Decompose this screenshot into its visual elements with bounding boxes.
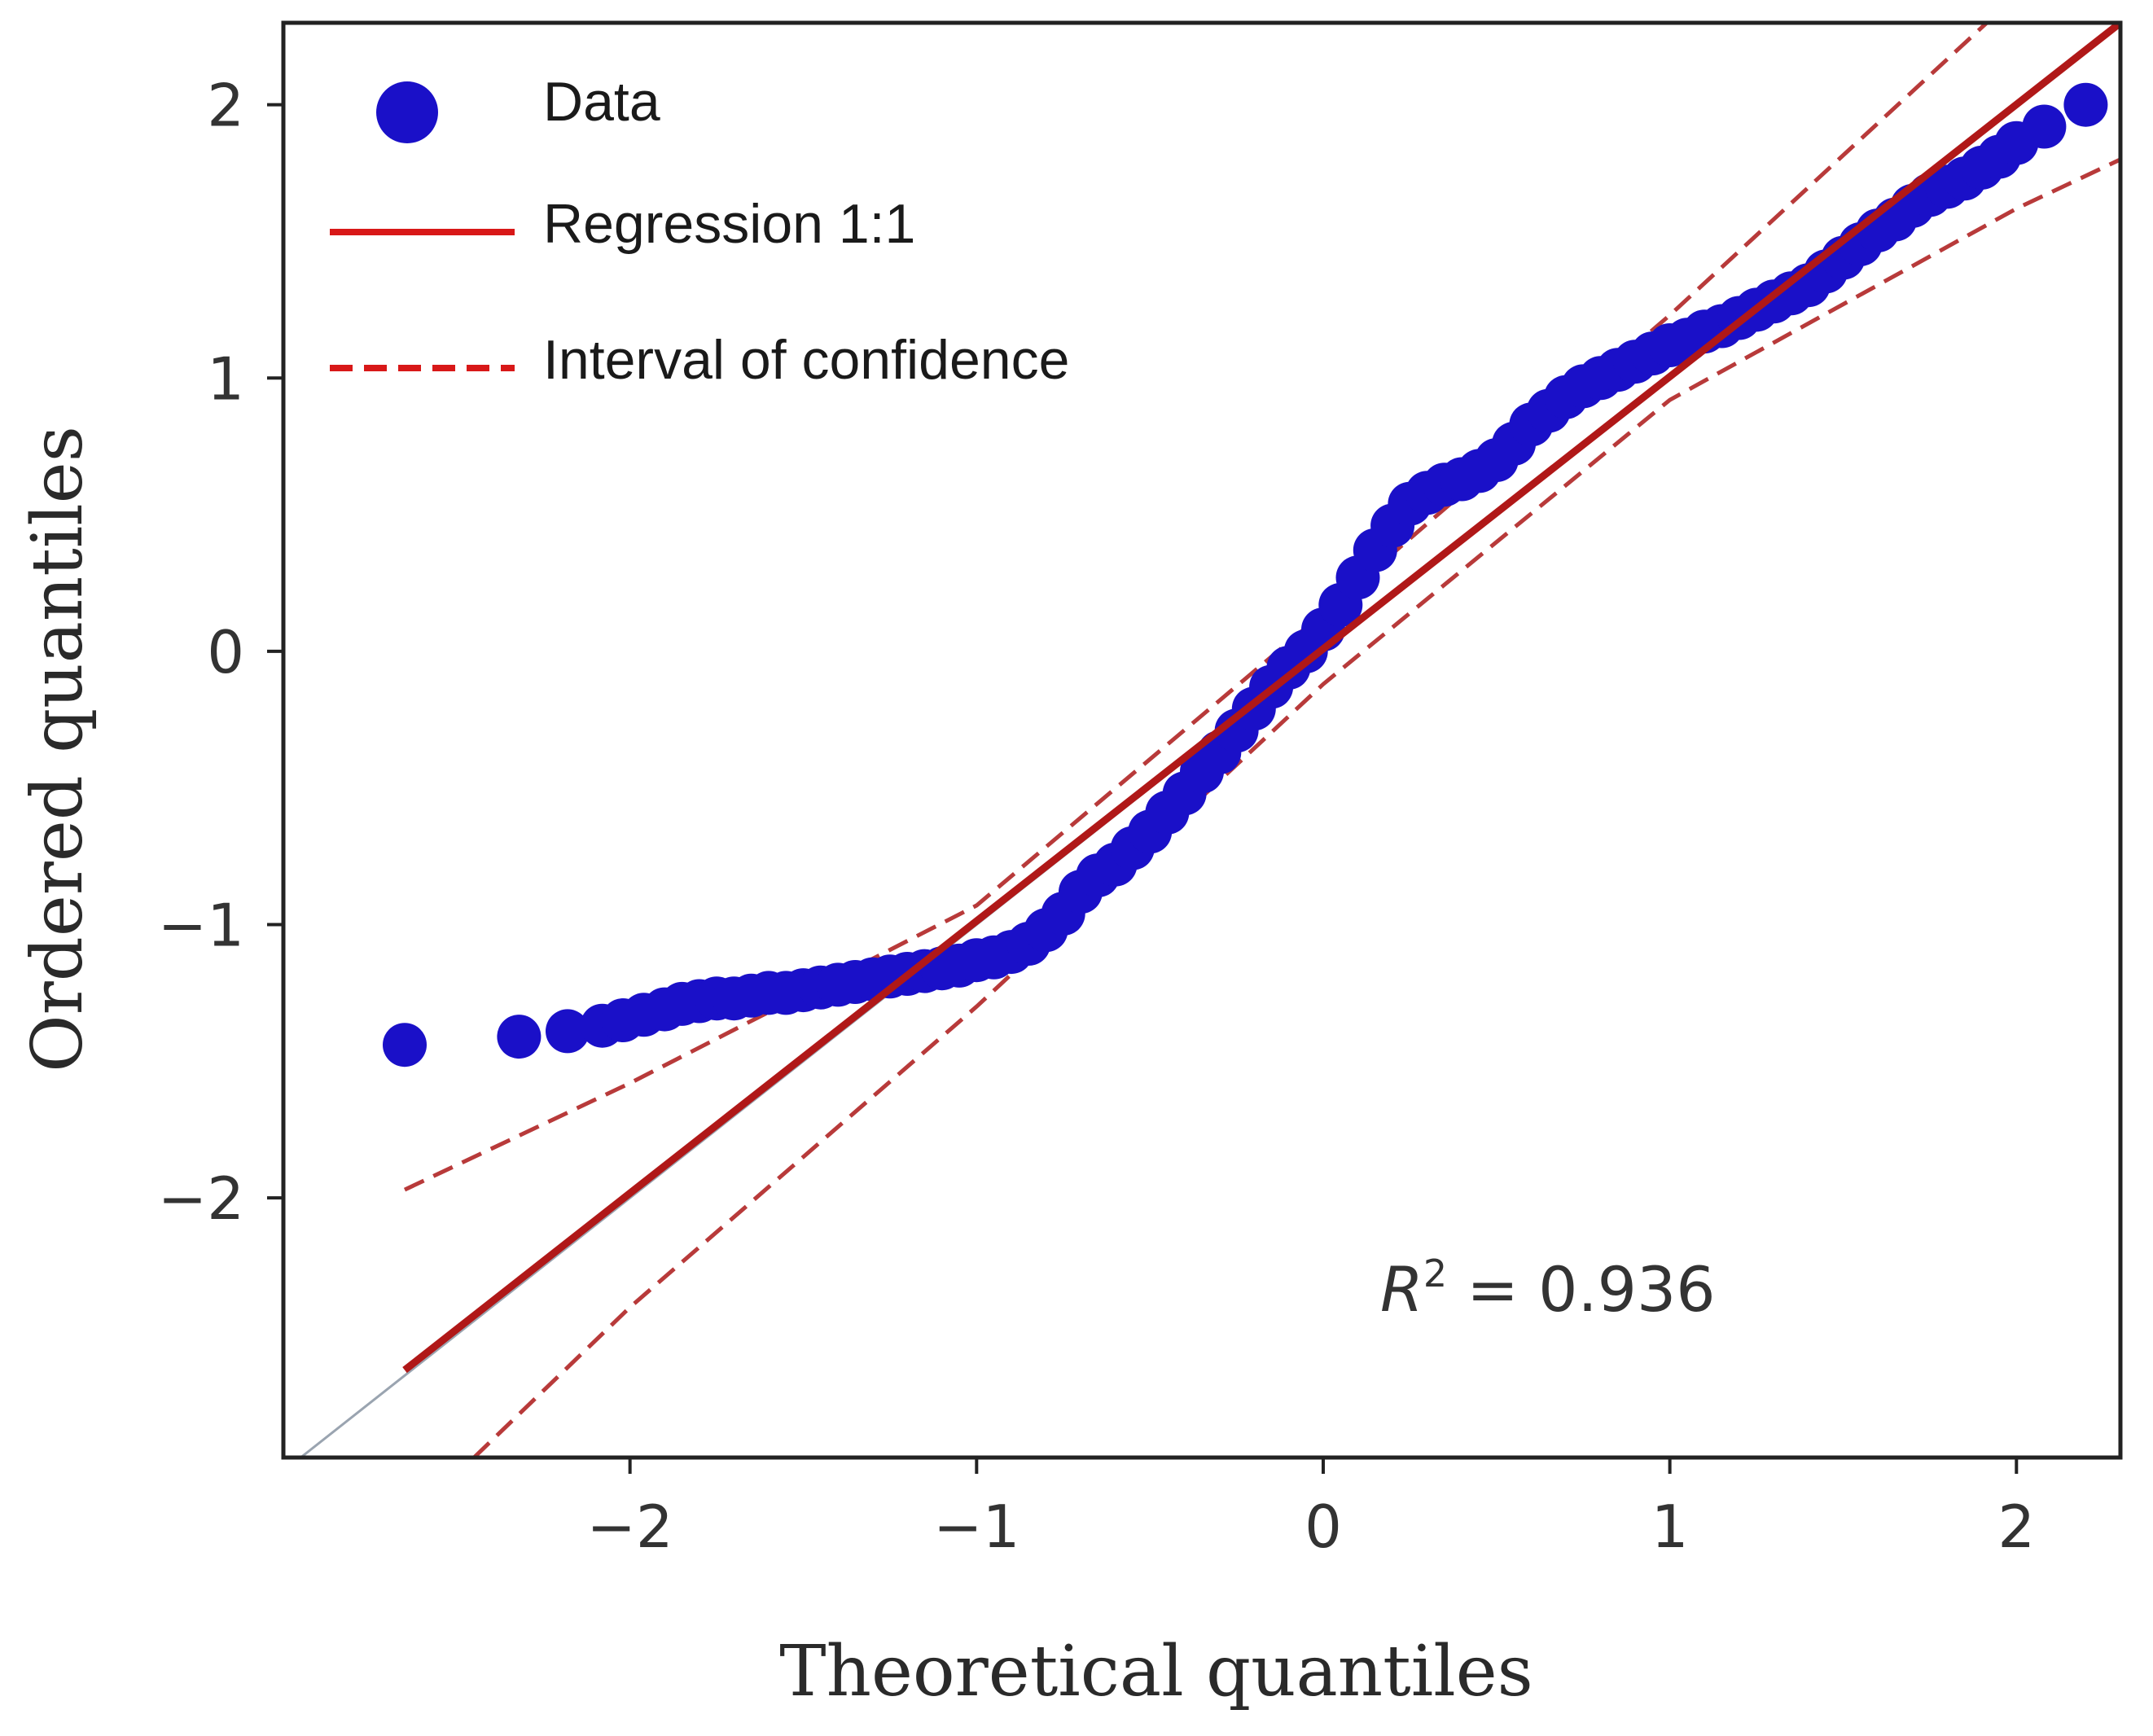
data-point — [497, 1015, 542, 1059]
data-point — [383, 1023, 427, 1067]
x-tick-label: −2 — [587, 1493, 673, 1561]
tick-marks — [267, 103, 2019, 1474]
legend-label-regression: Regression 1:1 — [543, 193, 915, 255]
y-tick-label: 1 — [207, 344, 244, 413]
y-tick-label: −1 — [158, 892, 244, 960]
legend-label-data: Data — [543, 71, 660, 133]
confidence-lower-line — [472, 157, 2120, 1458]
y-axis-title: Ordered quantiles — [17, 426, 99, 1072]
legend-data-marker — [376, 81, 438, 143]
plot-area — [298, 23, 2120, 1458]
data-point — [546, 1009, 590, 1054]
x-tick-label: 1 — [1651, 1493, 1689, 1561]
data-point — [2022, 104, 2067, 149]
data-point — [2063, 82, 2108, 127]
y-tick-label: 0 — [207, 618, 244, 686]
x-tick-label: −1 — [933, 1493, 1019, 1561]
r-squared-value: = 0.936 — [1447, 1253, 1716, 1326]
plot-frame — [281, 20, 2123, 1460]
x-tick-label: 0 — [1305, 1493, 1342, 1561]
tick-labels: −2 −1 0 1 2 −2 −1 0 1 2 — [158, 72, 2035, 1561]
r-squared-annotation: R2 = 0.936 — [1380, 1252, 1716, 1326]
y-tick-label: −2 — [158, 1164, 244, 1233]
x-tick-label: 2 — [1997, 1493, 2035, 1561]
r-squared-symbol: R — [1380, 1253, 1423, 1326]
legend: Data Regression 1:1 Interval of confiden… — [330, 71, 1069, 391]
x-axis-title: Theoretical quantiles — [779, 1631, 1533, 1712]
legend-label-confidence: Interval of confidence — [543, 329, 1069, 391]
regression-line — [402, 23, 2120, 1374]
r-squared-superscript: 2 — [1423, 1252, 1447, 1295]
y-tick-label: 2 — [207, 72, 244, 140]
